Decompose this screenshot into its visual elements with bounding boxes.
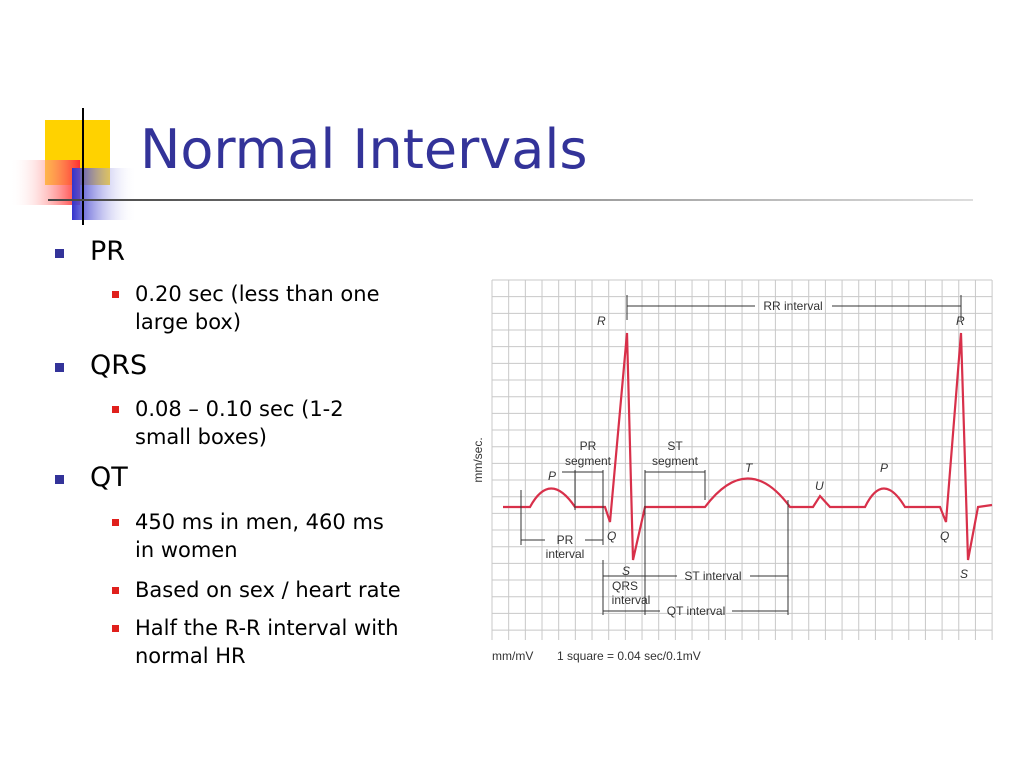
wave-label: R [597, 314, 606, 328]
sub-bullet: 0.08 – 0.10 sec (1-2 [112, 397, 344, 421]
interval-label: PR [580, 439, 597, 453]
sub-bullet: normal HR [135, 644, 246, 668]
sub-bullet: Based on sex / heart rate [112, 578, 401, 602]
title: Normal Intervals [140, 118, 588, 181]
wave-label: T [745, 461, 754, 475]
bullet: QRS [54, 350, 148, 381]
sub-bullet: 0.20 sec (less than one [112, 282, 380, 306]
wave-label: P [548, 469, 556, 483]
interval-label: QT interval [667, 604, 725, 618]
sub-bullet: in women [135, 538, 238, 562]
interval-markers [520, 295, 962, 615]
wave-label: S [960, 567, 968, 581]
sub-bullet: Half the R-R interval with [112, 616, 399, 640]
wave-label: Q [607, 529, 616, 543]
bullet: PR [54, 236, 126, 267]
wave-label: P [880, 461, 888, 475]
axis-label: mm/sec. [471, 437, 485, 482]
footer-unit: mm/mV [492, 649, 533, 663]
interval-label: segment [652, 454, 699, 468]
interval-label: interval [546, 547, 585, 561]
sub-bullet: large box) [135, 310, 242, 334]
interval-label: segment [565, 454, 612, 468]
interval-label: ST [667, 439, 683, 453]
sub-bullet: small boxes) [135, 425, 267, 449]
ecg-trace [503, 332, 993, 561]
footer-scale: 1 square = 0.04 sec/0.1mV [557, 649, 701, 663]
wave-label: R [956, 314, 965, 328]
wave-label: U [815, 479, 824, 493]
bullet: QT [55, 462, 128, 493]
wave-label: S [622, 564, 630, 578]
interval-label: PR [557, 533, 574, 547]
wave-label: Q [940, 529, 949, 543]
interval-label: QRS [612, 579, 638, 593]
interval-label: RR interval [763, 299, 822, 313]
sub-bullet: 450 ms in men, 460 ms [112, 510, 384, 534]
interval-label: interval [612, 593, 651, 607]
interval-label: ST interval [684, 569, 741, 583]
